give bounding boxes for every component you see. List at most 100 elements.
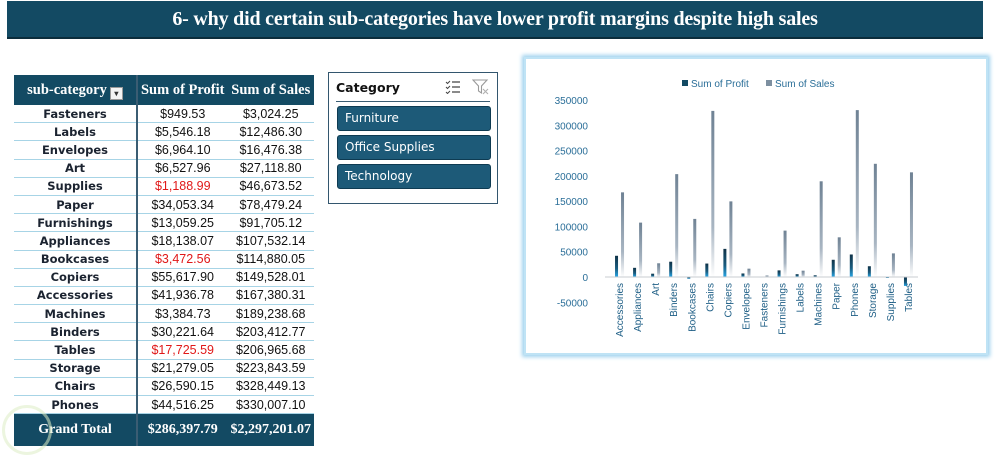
sort-filter-icon[interactable]: ▾ [109, 86, 123, 100]
cell-profit: $3,472.56 [135, 250, 228, 269]
cell-sub-category: Copiers [14, 268, 137, 287]
table-row: Appliances $18,138.07 $107,532.14 [14, 231, 314, 251]
cell-sub-category: Fasteners [14, 105, 137, 124]
x-tick-label: Labels [796, 283, 807, 312]
bar-profit[interactable] [633, 267, 637, 277]
table-row: Art $6,527.96 $27,118.80 [14, 159, 314, 178]
cell-profit: $41,936.78 [135, 286, 228, 306]
table-row: Binders $30,221.64 $203,412.77 [14, 322, 314, 342]
table-row: Furnishings $13,059.25 $91,705.12 [14, 213, 314, 233]
cell-profit: $3,384.73 [135, 304, 228, 324]
x-axis: Accessories Appliances Art Binders Bookcases… [605, 276, 918, 337]
bar-sales[interactable] [819, 181, 823, 277]
multi-select-icon[interactable] [444, 79, 462, 95]
cell-profit: $6,964.10 [135, 140, 228, 160]
bar-profit[interactable] [723, 248, 727, 277]
bar-sales[interactable] [891, 253, 895, 277]
cell-sales: $206,965.68 [227, 340, 314, 360]
legend-swatch [766, 80, 772, 86]
bar-sales[interactable] [729, 201, 733, 277]
bar-profit[interactable] [849, 254, 853, 277]
pivot-body: Fasteners $949.53 $3,024.25 Labels $5,546.18… [14, 105, 314, 447]
bar-sales[interactable] [873, 163, 877, 277]
bar-profit[interactable] [687, 277, 691, 279]
grand-total-profit: $286,397.79 [135, 413, 228, 447]
x-tick-label: Copiers [723, 283, 734, 317]
bar-profit[interactable] [741, 273, 745, 277]
slicer-item-office-supplies[interactable]: Office Supplies [337, 135, 491, 160]
cell-sales: $189,238.68 [227, 304, 314, 324]
cell-sales: $114,880.05 [227, 250, 314, 269]
bar-sales[interactable] [801, 270, 805, 277]
bar-profit[interactable] [903, 277, 907, 286]
bar-sales[interactable] [855, 110, 859, 278]
table-row: Labels $5,546.18 $12,486.30 [14, 122, 314, 142]
bar-sales[interactable] [621, 192, 625, 277]
bar-sales[interactable] [909, 172, 913, 277]
bar-sales[interactable] [711, 110, 715, 277]
bar-profit[interactable] [831, 259, 835, 277]
table-row: Bookcases $3,472.56 $114,880.05 [14, 250, 314, 269]
column-header-sales: Sum of Sales [227, 75, 314, 105]
slicer-header: Category [336, 73, 490, 102]
cell-sub-category: Accessories [14, 286, 137, 306]
dashboard-title: 6- why did certain sub-categories have l… [172, 7, 818, 30]
bar-profit[interactable] [813, 275, 817, 277]
bar-profit[interactable] [795, 274, 799, 277]
cell-sales: $167,380.31 [227, 286, 314, 306]
cell-sales: $16,476.38 [227, 140, 314, 160]
category-slicer: Category Furniture Office Supplies Techn… [328, 72, 498, 204]
pivot-header-row: sub-category ▾ Sum of Profit Sum of Sales [14, 75, 314, 105]
watermark-logo [2, 405, 52, 455]
y-axis: -50000 0 50000 100000 150000 200000 250000 3000… [555, 96, 589, 309]
y-tick-label: 100000 [555, 222, 589, 233]
y-tick-label: 350000 [555, 96, 589, 107]
bar-profit[interactable] [777, 270, 781, 277]
bar-sales[interactable] [783, 230, 787, 277]
cell-sales: $3,024.25 [227, 105, 314, 124]
x-tick-label: Art [651, 283, 662, 296]
cell-profit: $18,138.07 [135, 231, 228, 251]
cell-sales: $107,532.14 [227, 231, 314, 251]
bar-sales[interactable] [693, 218, 697, 277]
clear-filter-icon[interactable] [472, 79, 490, 95]
cell-sub-category: Phones [14, 395, 137, 415]
cell-sales: $12,486.30 [227, 122, 314, 142]
bar-profit[interactable] [669, 261, 673, 277]
bar-profit[interactable] [705, 263, 709, 277]
legend-label: Sum of Profit [691, 79, 749, 90]
legend-label: Sum of Sales [775, 79, 834, 90]
x-tick-label: Paper [832, 282, 843, 309]
bar-sales[interactable] [639, 222, 643, 277]
table-row: Phones $44,516.25 $330,007.10 [14, 395, 314, 415]
table-row: Copiers $55,617.90 $149,528.01 [14, 268, 314, 287]
cell-sales: $91,705.12 [227, 213, 314, 233]
cell-sub-category: Supplies [14, 177, 137, 196]
cell-sub-category: Art [14, 159, 137, 178]
y-tick-label: 300000 [555, 121, 589, 132]
x-tick-label: Chairs [705, 283, 716, 312]
table-row: Accessories $41,936.78 $167,380.31 [14, 286, 314, 306]
cell-sub-category: Furnishings [14, 213, 137, 233]
slicer-item-technology[interactable]: Technology [337, 164, 491, 189]
bar-sales[interactable] [657, 263, 661, 277]
cell-sub-category: Tables [14, 340, 137, 360]
slicer-item-furniture[interactable]: Furniture [337, 106, 491, 131]
cell-sales: $46,673.52 [227, 177, 314, 196]
cell-sub-category: Machines [14, 304, 137, 324]
bar-profit[interactable] [867, 266, 871, 277]
cell-profit: $30,221.64 [135, 322, 228, 342]
chart-svg: Sum of Profit Sum of Sales -50000 0 50000 10… [555, 79, 918, 337]
bar-sales[interactable] [675, 174, 679, 277]
bar-profit[interactable] [651, 273, 655, 277]
bar-profit[interactable] [615, 255, 619, 277]
cell-sales: $78,479.24 [227, 195, 314, 215]
bar-sales[interactable] [765, 275, 769, 277]
y-tick-label: 200000 [555, 172, 589, 183]
cell-sub-category: Bookcases [14, 250, 137, 269]
bar-sales[interactable] [747, 268, 751, 277]
profit-vs-sales-chart[interactable]: Sum of Profit Sum of Sales -50000 0 50000 10… [524, 57, 988, 355]
cell-profit: $21,279.05 [135, 359, 228, 378]
table-row: Chairs $26,590.15 $328,449.13 [14, 377, 314, 397]
bar-sales[interactable] [837, 237, 841, 277]
